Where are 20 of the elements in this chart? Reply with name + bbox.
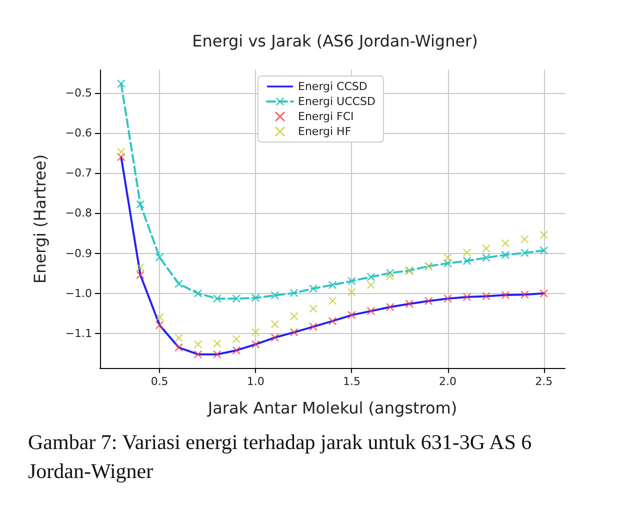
legend-label: Energi HF (298, 125, 352, 138)
chart-title: Energi vs Jarak (AS6 Jordan-Wigner) (192, 32, 478, 50)
y-tick-label: −0.7 (65, 166, 92, 180)
x-axis-title: Jarak Antar Molekul (angstrom) (206, 398, 458, 418)
legend-label: Energi UCCSD (298, 95, 376, 108)
text: Gambar 7: Variasi energi terhadap jarak untuk 631-3G AS 6 Jordan-Wigner (28, 429, 533, 485)
x-tick-label: 2.0 (439, 375, 457, 388)
y-tick-label: −0.5 (65, 86, 92, 100)
x-tick-label: 1.5 (342, 375, 360, 388)
y-tick-label: −0.8 (65, 206, 92, 220)
x-tick-label: 1.0 (246, 375, 264, 388)
legend-label: Energi CCSD (298, 80, 368, 93)
legend-label: Energi FCI (298, 110, 354, 123)
y-tick-label: −0.6 (65, 126, 92, 140)
x-tick-label: 2.5 (535, 375, 553, 388)
y-tick-label: −1.0 (65, 286, 92, 300)
y-axis-title: Energi (Hartree) (30, 154, 50, 284)
y-tick-label: −0.9 (65, 246, 92, 260)
y-tick-label: −1.1 (65, 327, 92, 340)
x-tick-label: 0.5 (150, 375, 168, 388)
